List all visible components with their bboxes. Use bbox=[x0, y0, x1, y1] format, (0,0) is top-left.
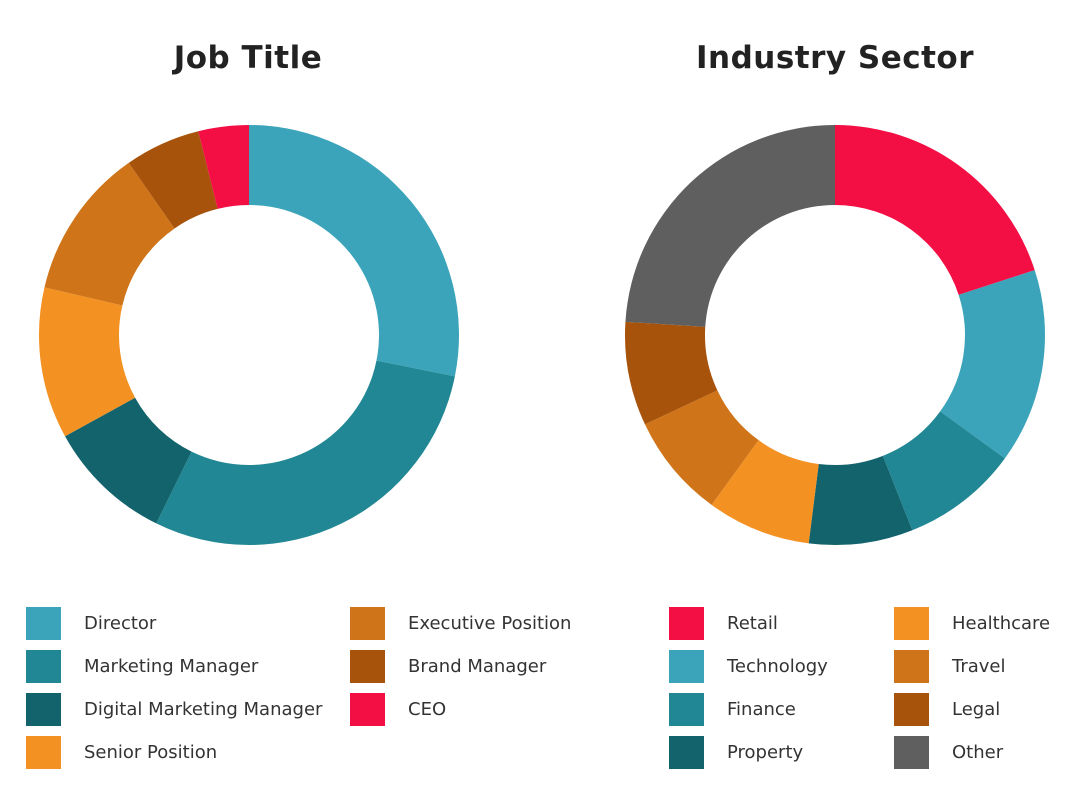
legend-swatch bbox=[350, 692, 385, 726]
legend-label: Executive Position bbox=[408, 612, 572, 634]
slice-job-title-executive-position bbox=[44, 162, 175, 306]
legend-label: Property bbox=[727, 741, 804, 763]
legend-item-director: Director bbox=[26, 606, 156, 640]
legend-label: CEO bbox=[408, 698, 447, 720]
legend-swatch bbox=[26, 692, 61, 726]
legend-label: Digital Marketing Manager bbox=[84, 698, 323, 720]
slice-job-title-marketing-manager bbox=[156, 360, 455, 546]
legend-swatch bbox=[894, 649, 929, 683]
slice-industry-sector-finance bbox=[882, 411, 1005, 531]
legend-label: Legal bbox=[952, 698, 1001, 720]
legend-item-finance: Finance bbox=[669, 692, 796, 726]
legend-swatch bbox=[669, 692, 704, 726]
slice-job-title-brand-manager bbox=[128, 131, 218, 229]
legend-label: Travel bbox=[952, 655, 1006, 677]
slice-job-title-director bbox=[249, 125, 460, 377]
chart-title-job-title: Job Title bbox=[173, 40, 323, 76]
legend-swatch bbox=[894, 692, 929, 726]
legend-item-marketing-manager: Marketing Manager bbox=[26, 649, 258, 683]
legend-label: Finance bbox=[727, 698, 796, 720]
slice-industry-sector-retail bbox=[835, 125, 1035, 295]
legend-swatch bbox=[669, 649, 704, 683]
legend-label: Brand Manager bbox=[408, 655, 547, 677]
slice-industry-sector-other bbox=[625, 125, 835, 327]
legend-swatch bbox=[669, 735, 704, 769]
legend-swatch bbox=[894, 735, 929, 769]
slice-job-title-senior-position bbox=[39, 287, 136, 437]
legend-item-technology: Technology bbox=[669, 649, 828, 683]
legend-swatch bbox=[26, 606, 61, 640]
legend-item-travel: Travel bbox=[894, 649, 1006, 683]
slice-industry-sector-technology bbox=[940, 270, 1045, 459]
legend-swatch bbox=[350, 649, 385, 683]
slice-job-title-digital-marketing-manager bbox=[65, 397, 192, 524]
legend-item-executive-position: Executive Position bbox=[350, 606, 571, 640]
legend-label: Retail bbox=[727, 612, 778, 634]
legend-item-digital-marketing-manager: Digital Marketing Manager bbox=[26, 692, 322, 726]
legend-item-property: Property bbox=[669, 735, 803, 769]
legend-item-healthcare: Healthcare bbox=[894, 606, 1050, 640]
legend-swatch bbox=[26, 649, 61, 683]
legend-label: Director bbox=[84, 612, 157, 634]
slice-industry-sector-legal bbox=[625, 321, 718, 425]
legend-label: Technology bbox=[727, 655, 828, 677]
legend-item-retail: Retail bbox=[669, 606, 778, 640]
legend-item-brand-manager: Brand Manager bbox=[350, 649, 546, 683]
legend-swatch bbox=[669, 606, 704, 640]
legend-item-other: Other bbox=[894, 735, 1003, 769]
chart-title-industry-sector: Industry Sector bbox=[695, 40, 975, 76]
legend-label: Marketing Manager bbox=[84, 655, 259, 677]
legend-label: Senior Position bbox=[84, 741, 218, 763]
slice-industry-sector-healthcare bbox=[711, 440, 819, 544]
slice-industry-sector-property bbox=[808, 455, 913, 546]
legend-label: Other bbox=[952, 741, 1004, 763]
legend-swatch bbox=[26, 735, 61, 769]
legend-swatch bbox=[894, 606, 929, 640]
legend-item-legal: Legal bbox=[894, 692, 1000, 726]
legend-item-senior-position: Senior Position bbox=[26, 735, 217, 769]
legend-label: Healthcare bbox=[952, 612, 1051, 634]
slice-industry-sector-travel bbox=[644, 390, 759, 505]
legend-swatch bbox=[350, 606, 385, 640]
legend-item-ceo: CEO bbox=[350, 692, 446, 726]
slice-job-title-ceo bbox=[198, 125, 249, 209]
